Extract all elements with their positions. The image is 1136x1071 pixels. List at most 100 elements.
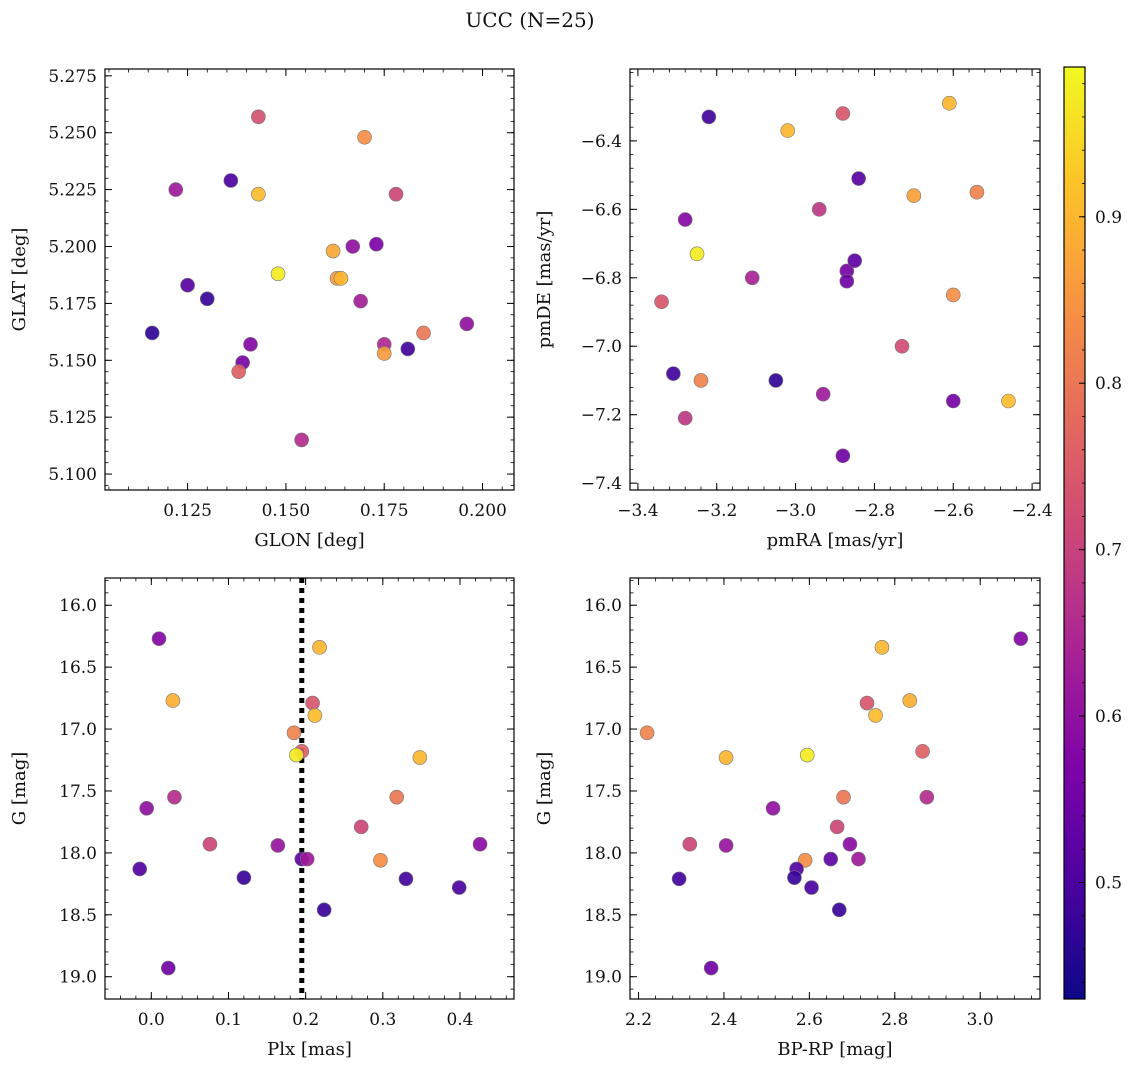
x-tick-label: 2.6 <box>796 1010 823 1030</box>
y-tick-label: 16.5 <box>584 658 622 678</box>
data-point <box>906 188 922 203</box>
data-point <box>312 640 327 655</box>
panel-bprp-g: 2.2 2.4 2.6 2.8 3.0 16.0 16.5 17.0 17.5 18.0 18.5 1… <box>534 577 1041 1060</box>
x-axis-label: Plx [mas] <box>267 1039 352 1060</box>
y-tick-label: 19.0 <box>584 968 622 988</box>
data-point <box>831 902 847 918</box>
data-point <box>168 182 184 197</box>
axes-frame <box>629 68 1041 491</box>
data-point <box>144 325 160 341</box>
y-tick-label: 5.275 <box>48 67 97 87</box>
data-point <box>689 246 705 262</box>
data-point <box>915 744 930 759</box>
x-tick-label: 0.4 <box>446 1010 473 1030</box>
data-point <box>459 316 475 332</box>
data-point <box>270 838 286 853</box>
panel-glon-glat: 0.125 0.150 0.175 0.200 5.100 5.125 5.150 5.175… <box>9 67 515 551</box>
y-tick-label: 17.5 <box>59 782 97 802</box>
data-point <box>787 870 802 885</box>
y-tick-label: 17.5 <box>584 782 622 802</box>
y-tick-label: 5.225 <box>48 181 97 201</box>
data-point <box>251 109 266 125</box>
data-point <box>299 851 315 867</box>
y-tick-label: 5.175 <box>48 294 97 314</box>
y-tick-label: 5.100 <box>48 465 97 485</box>
data-point <box>894 338 910 354</box>
x-tick-label: 0.3 <box>369 1010 396 1030</box>
data-point <box>969 184 985 200</box>
data-point <box>180 277 195 293</box>
data-point <box>416 325 431 341</box>
y-axis-label: G [mag] <box>534 752 555 825</box>
data-point <box>682 836 698 852</box>
data-point <box>1013 631 1029 646</box>
data-point <box>780 123 795 138</box>
data-point <box>132 861 148 877</box>
data-point <box>373 853 388 868</box>
x-axis-label: GLON [deg] <box>254 530 364 551</box>
data-point <box>639 725 655 741</box>
data-point <box>270 266 286 282</box>
y-tick-label: 18.0 <box>584 844 622 864</box>
data-point <box>804 880 819 895</box>
data-point <box>874 640 890 655</box>
y-tick-label: −7.2 <box>581 406 622 426</box>
data-point <box>167 789 182 805</box>
data-point <box>836 789 851 805</box>
figure-title: UCC (N=25) <box>465 8 594 32</box>
data-point <box>744 270 760 286</box>
data-point <box>294 432 309 448</box>
colorbar-gradient <box>1063 66 1086 1000</box>
data-point <box>666 366 681 381</box>
data-point <box>289 747 304 763</box>
data-point <box>353 293 368 309</box>
panel-plx-g: 0.0 0.1 0.2 0.3 0.4 16.0 16.5 17.0 17.5 18.0 18.5 1… <box>9 577 515 1060</box>
data-point <box>202 836 218 852</box>
data-point <box>942 95 957 111</box>
x-tick-label: −2.6 <box>933 501 974 521</box>
data-point <box>718 750 734 765</box>
data-point <box>472 836 488 852</box>
data-point <box>902 693 918 708</box>
y-axis-label: pmDE [mas/yr] <box>534 211 555 349</box>
data-point <box>389 789 405 805</box>
x-tick-label: 2.4 <box>710 1010 737 1030</box>
data-point <box>765 801 781 816</box>
y-tick-label: 5.250 <box>48 124 97 144</box>
data-point <box>160 960 176 976</box>
y-axis-label: G [mag] <box>9 752 30 825</box>
y-tick-label: 5.200 <box>48 238 97 258</box>
colorbar-tick-label: 0.6 <box>1095 707 1122 727</box>
data-point <box>654 294 669 310</box>
x-tick-label: −3.4 <box>617 501 658 521</box>
data-point <box>151 631 167 646</box>
data-point <box>307 708 323 723</box>
data-point <box>768 373 784 388</box>
y-tick-label: −7.0 <box>581 337 622 357</box>
data-point <box>165 693 181 708</box>
x-tick-label: −2.4 <box>1011 501 1052 521</box>
x-tick-label: 0.1 <box>215 1010 242 1030</box>
data-point <box>945 287 961 303</box>
y-tick-label: 5.125 <box>48 408 97 428</box>
data-point <box>703 960 719 976</box>
x-tick-label: 2.8 <box>881 1010 908 1030</box>
x-axis-label: pmRA [mas/yr] <box>767 530 904 551</box>
data-point <box>286 725 302 741</box>
data-point <box>1001 393 1016 409</box>
data-point <box>316 902 332 918</box>
data-point <box>835 106 851 121</box>
data-point <box>305 695 320 711</box>
y-tick-label: 5.150 <box>48 351 97 371</box>
data-point <box>451 880 467 895</box>
panel-pmra-pmde: −3.4 −3.2 −3.0 −2.8 −2.6 −2.4 −7.4 −7.2 −7.0 −6.8… <box>534 68 1053 551</box>
y-tick-label: 16.5 <box>59 658 97 678</box>
x-tick-label: 0.0 <box>138 1010 165 1030</box>
y-tick-label: 18.0 <box>59 844 97 864</box>
data-point <box>811 202 827 217</box>
y-tick-label: 18.5 <box>584 906 622 926</box>
data-point <box>345 239 361 254</box>
data-point <box>859 695 875 711</box>
y-tick-label: −6.6 <box>581 200 622 220</box>
data-point <box>325 243 341 259</box>
